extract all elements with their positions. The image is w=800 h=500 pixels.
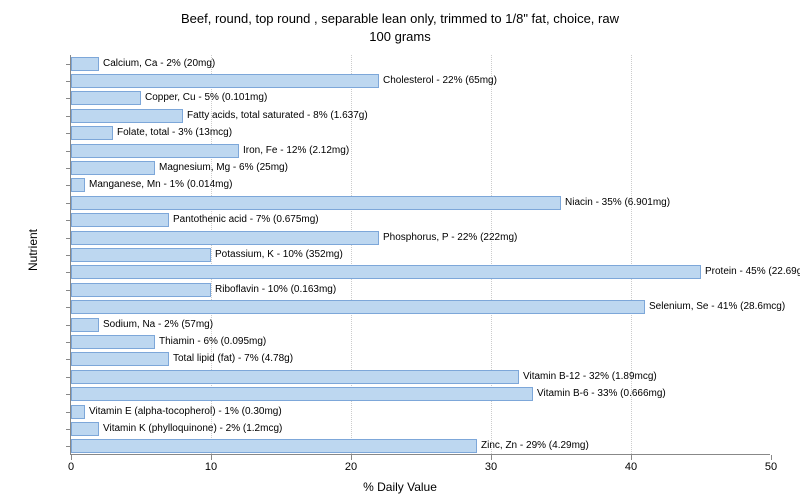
title-line-1: Beef, round, top round , separable lean … <box>181 11 619 26</box>
y-axis-label: Nutrient <box>26 229 40 271</box>
nutrient-bar-label: Sodium, Na - 2% (57mg) <box>103 318 213 332</box>
nutrient-bar-label: Vitamin K (phylloquinone) - 2% (1.2mcg) <box>103 422 282 436</box>
nutrient-bar <box>71 57 99 71</box>
x-tick <box>771 455 772 460</box>
y-tick <box>66 290 71 291</box>
nutrient-bar <box>71 74 379 88</box>
nutrient-bar-label: Folate, total - 3% (13mcg) <box>117 126 232 140</box>
nutrient-bar <box>71 248 211 262</box>
nutrient-bar <box>71 405 85 419</box>
x-tick <box>211 455 212 460</box>
nutrient-bar-label: Pantothenic acid - 7% (0.675mg) <box>173 213 319 227</box>
y-tick <box>66 255 71 256</box>
nutrient-bar-label: Vitamin B-6 - 33% (0.666mg) <box>537 387 666 401</box>
nutrient-bar <box>71 318 99 332</box>
nutrient-bar <box>71 422 99 436</box>
chart-title: Beef, round, top round , separable lean … <box>0 0 800 45</box>
nutrient-bar-label: Riboflavin - 10% (0.163mg) <box>215 283 336 297</box>
nutrient-chart: Beef, round, top round , separable lean … <box>0 0 800 500</box>
y-tick <box>66 272 71 273</box>
nutrient-bar <box>71 283 211 297</box>
y-tick <box>66 377 71 378</box>
nutrient-bar-label: Calcium, Ca - 2% (20mg) <box>103 57 215 71</box>
nutrient-bar <box>71 91 141 105</box>
plot-area: 01020304050Calcium, Ca - 2% (20mg)Choles… <box>70 55 770 455</box>
x-tick-label: 10 <box>205 461 217 473</box>
x-tick <box>351 455 352 460</box>
nutrient-bar <box>71 300 645 314</box>
y-tick <box>66 64 71 65</box>
x-tick <box>631 455 632 460</box>
nutrient-bar-label: Protein - 45% (22.69g) <box>705 265 800 279</box>
nutrient-bar <box>71 196 561 210</box>
nutrient-bar-label: Iron, Fe - 12% (2.12mg) <box>243 144 349 158</box>
nutrient-bar <box>71 231 379 245</box>
x-tick-label: 50 <box>765 461 777 473</box>
nutrient-bar-label: Vitamin E (alpha-tocopherol) - 1% (0.30m… <box>89 405 282 419</box>
y-tick <box>66 168 71 169</box>
nutrient-bar-label: Potassium, K - 10% (352mg) <box>215 248 343 262</box>
nutrient-bar-label: Phosphorus, P - 22% (222mg) <box>383 231 517 245</box>
x-tick <box>71 455 72 460</box>
nutrient-bar <box>71 144 239 158</box>
y-tick <box>66 220 71 221</box>
nutrient-bar-label: Manganese, Mn - 1% (0.014mg) <box>89 178 232 192</box>
nutrient-bar <box>71 161 155 175</box>
nutrient-bar <box>71 265 701 279</box>
y-tick <box>66 185 71 186</box>
x-axis-label: % Daily Value <box>363 480 437 494</box>
nutrient-bar-label: Fatty acids, total saturated - 8% (1.637… <box>187 109 368 123</box>
x-tick-label: 20 <box>345 461 357 473</box>
nutrient-bar-label: Thiamin - 6% (0.095mg) <box>159 335 266 349</box>
nutrient-bar-label: Copper, Cu - 5% (0.101mg) <box>145 91 267 105</box>
title-line-2: 100 grams <box>369 29 430 44</box>
y-tick <box>66 203 71 204</box>
x-tick-label: 40 <box>625 461 637 473</box>
y-tick <box>66 116 71 117</box>
y-tick <box>66 133 71 134</box>
y-tick <box>66 238 71 239</box>
x-tick-label: 30 <box>485 461 497 473</box>
nutrient-bar-label: Selenium, Se - 41% (28.6mcg) <box>649 300 785 314</box>
nutrient-bar <box>71 352 169 366</box>
nutrient-bar-label: Cholesterol - 22% (65mg) <box>383 74 497 88</box>
nutrient-bar <box>71 109 183 123</box>
nutrient-bar <box>71 126 113 140</box>
nutrient-bar-label: Zinc, Zn - 29% (4.29mg) <box>481 439 589 453</box>
y-tick <box>66 412 71 413</box>
y-tick <box>66 325 71 326</box>
y-tick <box>66 307 71 308</box>
y-tick <box>66 98 71 99</box>
y-tick <box>66 394 71 395</box>
nutrient-bar <box>71 335 155 349</box>
nutrient-bar <box>71 439 477 453</box>
x-tick-label: 0 <box>68 461 74 473</box>
y-tick <box>66 151 71 152</box>
nutrient-bar-label: Niacin - 35% (6.901mg) <box>565 196 670 210</box>
y-tick <box>66 446 71 447</box>
nutrient-bar <box>71 370 519 384</box>
y-tick <box>66 81 71 82</box>
nutrient-bar <box>71 178 85 192</box>
y-tick <box>66 429 71 430</box>
nutrient-bar-label: Total lipid (fat) - 7% (4.78g) <box>173 352 293 366</box>
nutrient-bar-label: Vitamin B-12 - 32% (1.89mcg) <box>523 370 657 384</box>
x-tick <box>491 455 492 460</box>
nutrient-bar-label: Magnesium, Mg - 6% (25mg) <box>159 161 288 175</box>
y-tick <box>66 359 71 360</box>
y-tick <box>66 342 71 343</box>
nutrient-bar <box>71 213 169 227</box>
nutrient-bar <box>71 387 533 401</box>
